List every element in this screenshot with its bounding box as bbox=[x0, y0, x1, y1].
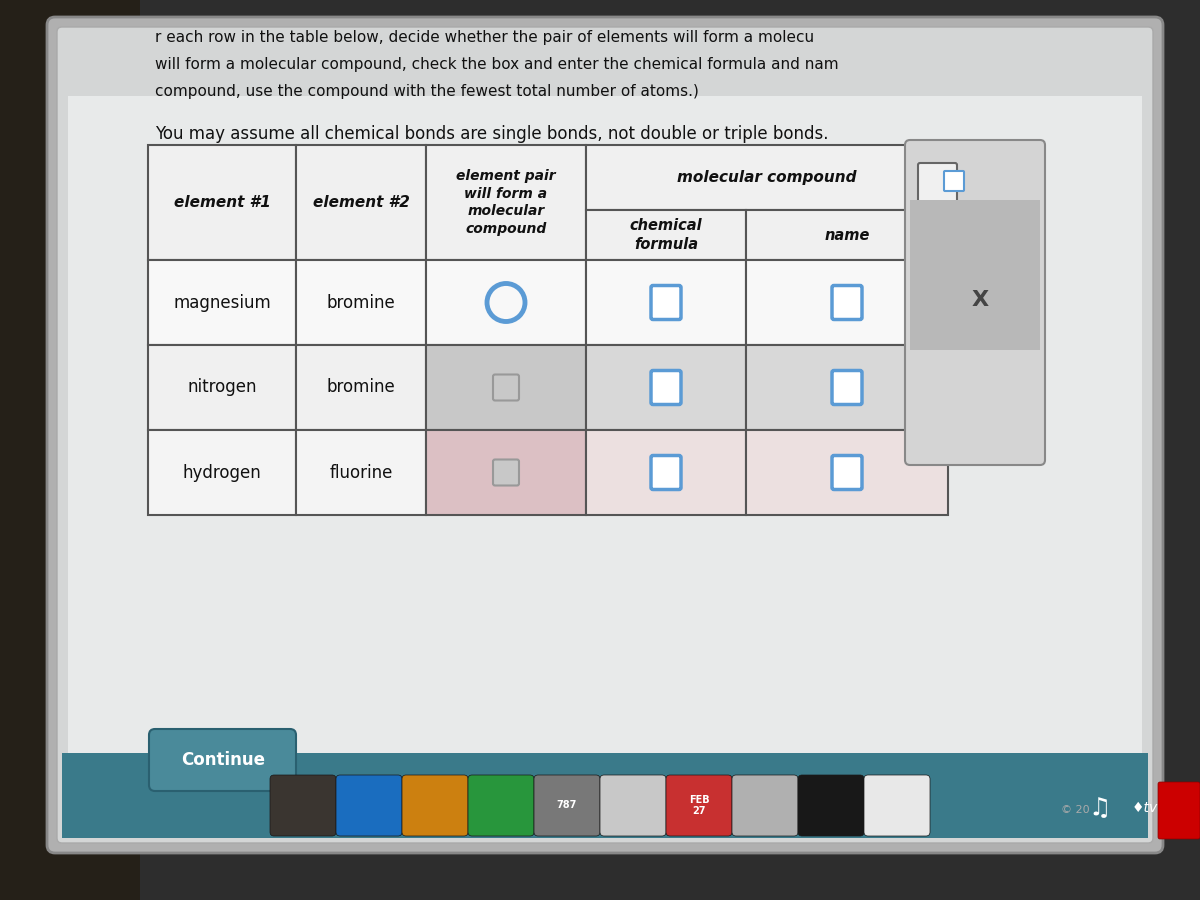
Text: Continue: Continue bbox=[181, 751, 265, 769]
Text: element #2: element #2 bbox=[312, 195, 409, 210]
Text: r each row in the table below, decide whether the pair of elements will form a m: r each row in the table below, decide wh… bbox=[155, 30, 814, 45]
Text: bromine: bromine bbox=[326, 293, 395, 311]
Text: element pair
will form a
molecular
compound: element pair will form a molecular compo… bbox=[456, 168, 556, 237]
Text: FEB
27: FEB 27 bbox=[689, 795, 709, 816]
Bar bbox=[148, 145, 880, 460]
Bar bbox=[62, 753, 1148, 838]
Bar bbox=[68, 96, 1142, 790]
FancyBboxPatch shape bbox=[798, 775, 864, 836]
FancyBboxPatch shape bbox=[270, 775, 336, 836]
FancyBboxPatch shape bbox=[402, 775, 468, 836]
Bar bbox=[296, 345, 426, 430]
FancyBboxPatch shape bbox=[468, 775, 534, 836]
FancyBboxPatch shape bbox=[732, 775, 798, 836]
Text: magnesium: magnesium bbox=[173, 293, 271, 311]
Text: nitrogen: nitrogen bbox=[187, 379, 257, 397]
FancyBboxPatch shape bbox=[905, 140, 1045, 465]
FancyBboxPatch shape bbox=[650, 455, 682, 490]
Bar bbox=[426, 345, 586, 430]
Text: chemical
formula: chemical formula bbox=[630, 218, 702, 252]
Text: ♦tv: ♦tv bbox=[1132, 801, 1158, 815]
Text: bromine: bromine bbox=[326, 379, 395, 397]
FancyBboxPatch shape bbox=[918, 163, 958, 202]
Text: X: X bbox=[972, 290, 989, 310]
Text: ♫: ♫ bbox=[1088, 796, 1111, 820]
Text: 787: 787 bbox=[557, 800, 577, 811]
Text: molecular compound: molecular compound bbox=[677, 170, 857, 185]
Bar bbox=[586, 260, 746, 345]
FancyBboxPatch shape bbox=[832, 371, 862, 404]
FancyBboxPatch shape bbox=[650, 371, 682, 404]
Bar bbox=[586, 430, 746, 515]
FancyBboxPatch shape bbox=[493, 460, 520, 485]
Text: will form a molecular compound, check the box and enter the chemical formula and: will form a molecular compound, check th… bbox=[155, 57, 839, 72]
Text: © 20: © 20 bbox=[1061, 805, 1090, 815]
Bar bbox=[296, 145, 426, 260]
FancyBboxPatch shape bbox=[600, 775, 666, 836]
Text: element #1: element #1 bbox=[174, 195, 270, 210]
Bar bbox=[296, 260, 426, 345]
Text: name: name bbox=[824, 228, 870, 242]
Bar bbox=[586, 210, 746, 260]
FancyBboxPatch shape bbox=[944, 171, 964, 191]
Bar bbox=[586, 145, 948, 210]
Bar bbox=[746, 260, 948, 345]
Text: fluorine: fluorine bbox=[329, 464, 392, 482]
Text: compound, use the compound with the fewest total number of atoms.): compound, use the compound with the fewe… bbox=[155, 84, 698, 99]
FancyBboxPatch shape bbox=[832, 285, 862, 320]
FancyBboxPatch shape bbox=[336, 775, 402, 836]
Bar bbox=[426, 260, 586, 345]
Bar bbox=[910, 200, 1040, 350]
Bar bbox=[426, 145, 586, 260]
FancyBboxPatch shape bbox=[534, 775, 600, 836]
FancyBboxPatch shape bbox=[650, 285, 682, 320]
Bar bbox=[746, 430, 948, 515]
FancyBboxPatch shape bbox=[1158, 782, 1200, 839]
FancyBboxPatch shape bbox=[666, 775, 732, 836]
Bar bbox=[746, 345, 948, 430]
Bar bbox=[426, 430, 586, 515]
FancyBboxPatch shape bbox=[864, 775, 930, 836]
Bar bbox=[296, 430, 426, 515]
FancyBboxPatch shape bbox=[47, 17, 1163, 853]
Bar bbox=[746, 210, 948, 260]
Bar bbox=[0, 0, 140, 900]
Bar bbox=[148, 345, 296, 430]
Bar bbox=[148, 430, 296, 515]
Bar bbox=[148, 145, 296, 260]
Bar bbox=[586, 345, 746, 430]
FancyBboxPatch shape bbox=[832, 455, 862, 490]
FancyBboxPatch shape bbox=[58, 27, 1153, 843]
Text: hydrogen: hydrogen bbox=[182, 464, 262, 482]
Text: You may assume all chemical bonds are single bonds, not double or triple bonds.: You may assume all chemical bonds are si… bbox=[155, 125, 828, 143]
FancyBboxPatch shape bbox=[493, 374, 520, 400]
FancyBboxPatch shape bbox=[149, 729, 296, 791]
Bar bbox=[148, 260, 296, 345]
